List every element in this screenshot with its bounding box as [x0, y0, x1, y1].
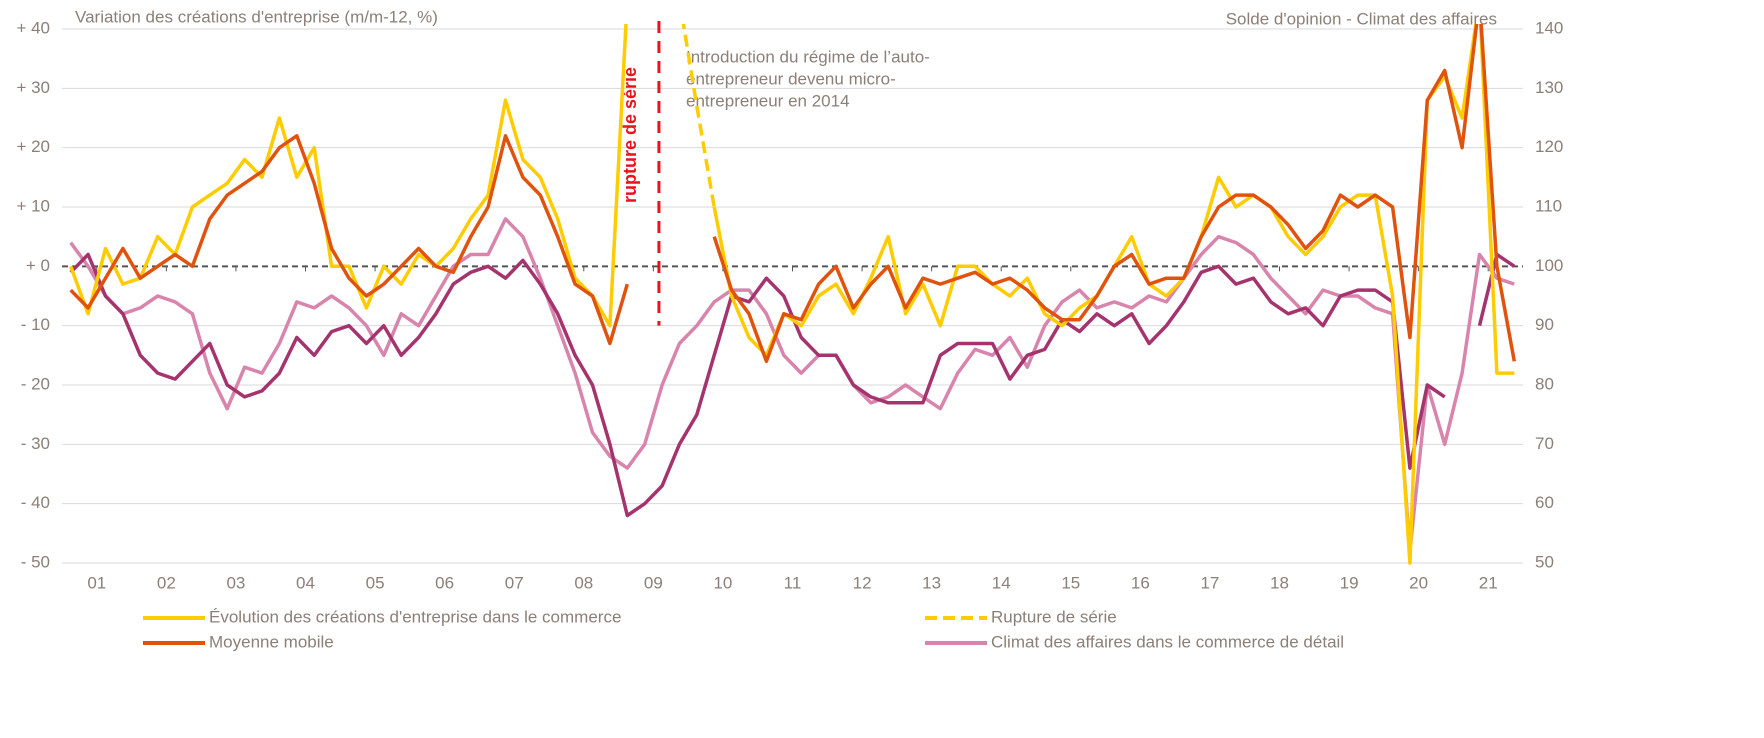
- x-tick-label: 14: [992, 573, 1011, 592]
- x-tick-label: 18: [1270, 573, 1289, 592]
- y-tick-label: - 10: [21, 315, 50, 334]
- y-tick-label: + 0: [26, 256, 50, 275]
- break-label: rupture de série: [620, 67, 640, 203]
- x-tick-label: 01: [87, 573, 106, 592]
- y-tick-label: + 40: [16, 18, 50, 37]
- y2-tick-label: 120: [1535, 137, 1563, 156]
- y-tick-label: - 40: [21, 493, 50, 512]
- y2-tick-label: 130: [1535, 78, 1563, 97]
- y2-tick-label: 110: [1535, 196, 1562, 215]
- x-tick-label: 02: [157, 573, 176, 592]
- y2-tick-label: 140: [1535, 18, 1563, 37]
- annotation: Introduction du régime de l’auto-: [686, 47, 930, 66]
- legend-label: Évolution des créations d'entreprise dan…: [209, 607, 621, 626]
- x-tick-label: 15: [1061, 573, 1080, 592]
- x-tick-label: 05: [366, 573, 385, 592]
- series-line: [69, 24, 1517, 364]
- y-tick-label: - 20: [21, 374, 50, 393]
- y2-tick-label: 100: [1535, 256, 1563, 275]
- x-tick-label: 06: [435, 573, 454, 592]
- x-tick-label: 21: [1479, 573, 1498, 592]
- x-tick-label: 03: [226, 573, 245, 592]
- series-line: [69, 217, 1515, 553]
- x-tick-label: 07: [505, 573, 524, 592]
- y-tick-label: - 30: [21, 434, 50, 453]
- legend-label: Moyenne mobile: [209, 632, 334, 651]
- x-tick-label: 13: [922, 573, 941, 592]
- series-line: [681, 24, 716, 208]
- y2-tick-label: 60: [1535, 493, 1554, 512]
- x-tick-label: 17: [1200, 573, 1219, 592]
- y-tick-label: + 30: [16, 78, 50, 97]
- x-tick-label: 10: [713, 573, 732, 592]
- y-tick-label: + 10: [16, 196, 50, 215]
- y2-tick-label: 70: [1535, 434, 1554, 453]
- plot-area: [69, 24, 1517, 565]
- x-tick-label: 16: [1131, 573, 1150, 592]
- legend-label: Rupture de série: [991, 607, 1117, 626]
- y-tick-label: + 20: [16, 137, 50, 156]
- annotation: entrepreneur en 2014: [686, 91, 850, 110]
- x-tick-label: 19: [1340, 573, 1359, 592]
- y-tick-label: - 50: [21, 552, 50, 571]
- annotation: entrepreneur devenu micro-: [686, 69, 896, 88]
- x-tick-label: 11: [784, 573, 802, 592]
- y2-tick-label: 90: [1535, 315, 1554, 334]
- y2-axis-title: Solde d'opinion - Climat des affaires: [1226, 9, 1497, 28]
- y2-tick-label: 50: [1535, 552, 1554, 571]
- x-tick-label: 20: [1409, 573, 1428, 592]
- y2-tick-label: 80: [1535, 374, 1554, 393]
- x-tick-label: 09: [644, 573, 663, 592]
- x-tick-label: 12: [853, 573, 872, 592]
- x-tick-label: 04: [296, 573, 315, 592]
- x-tick-label: 08: [574, 573, 593, 592]
- legend-label: Climat des affaires dans le commerce de …: [991, 632, 1344, 651]
- chart-title: Variation des créations d'entreprise (m/…: [75, 7, 438, 26]
